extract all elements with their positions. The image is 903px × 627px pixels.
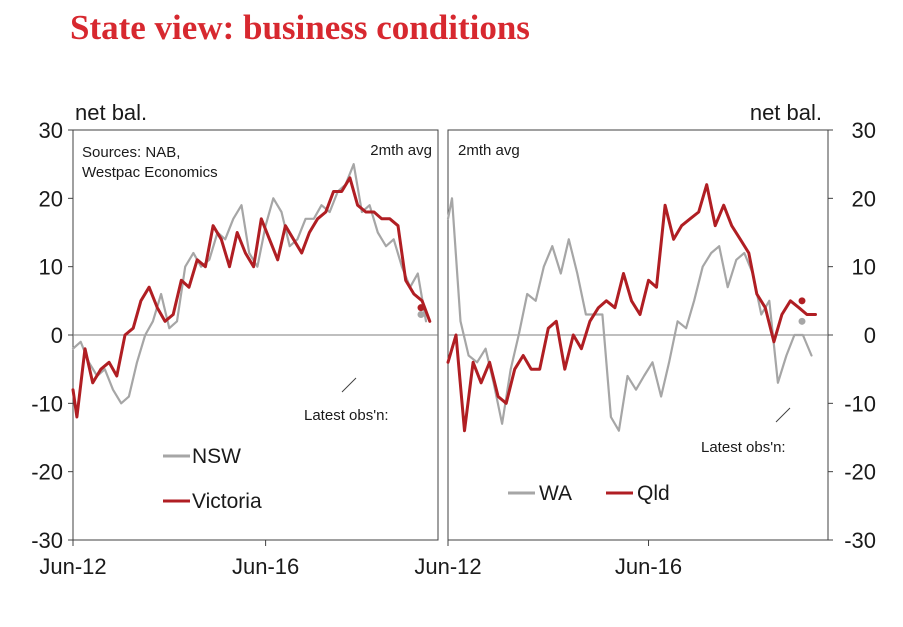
legend-nsw-label: NSW bbox=[192, 445, 241, 468]
left-latest-pointer bbox=[341, 377, 357, 393]
left-ytick-label: 30 bbox=[39, 118, 63, 143]
right-ytick-label: 30 bbox=[852, 118, 876, 143]
series-victoria-latest-dot bbox=[417, 304, 425, 312]
series-wa-line bbox=[446, 197, 813, 432]
left-ytick-label: -10 bbox=[31, 391, 63, 416]
left-xtick-label: Jun-16 bbox=[232, 554, 299, 579]
left-latest-label: Latest obs'n: bbox=[304, 407, 389, 424]
right-ytick-label: -30 bbox=[844, 528, 876, 553]
series-qld-latest-dot bbox=[798, 297, 806, 305]
series-wa-latest-dot bbox=[798, 317, 806, 325]
right-ytick-label: -10 bbox=[844, 391, 876, 416]
right-ytick-label: 0 bbox=[864, 323, 876, 348]
series-victoria-line bbox=[71, 176, 432, 419]
left-ytick-label: -30 bbox=[31, 528, 63, 553]
right-latest-pointer bbox=[775, 407, 791, 423]
right-avg-note: 2mth avg bbox=[458, 142, 520, 159]
left-ytick-label: 20 bbox=[39, 186, 63, 211]
right-unit-label: net bal. bbox=[750, 100, 822, 125]
right-ytick-label: 20 bbox=[852, 186, 876, 211]
series-nsw-line bbox=[71, 163, 428, 405]
right-xtick-label: Jun-16 bbox=[615, 554, 682, 579]
legend-victoria-label: Victoria bbox=[192, 490, 262, 513]
left-xtick-label: Jun-12 bbox=[39, 554, 106, 579]
left-ytick-label: -20 bbox=[31, 460, 63, 485]
source-note-line-1: Sources: NAB, bbox=[82, 144, 180, 161]
left-ytick-label: 0 bbox=[51, 323, 63, 348]
series-qld-line bbox=[446, 183, 817, 433]
right-xtick-label: Jun-12 bbox=[414, 554, 481, 579]
series-nsw-latest-dot bbox=[417, 311, 425, 318]
slide-title: State view: business conditions bbox=[70, 8, 530, 47]
left-avg-note: 2mth avg bbox=[370, 142, 432, 159]
left-unit-label: net bal. bbox=[75, 100, 147, 125]
source-note-line-2: Westpac Economics bbox=[82, 164, 218, 181]
legend-wa-label: WA bbox=[539, 482, 572, 505]
legend-qld-label: Qld bbox=[637, 482, 670, 505]
right-latest-label: Latest obs'n: bbox=[701, 439, 786, 456]
left-ytick-label: 10 bbox=[39, 255, 63, 280]
right-ytick-label: 10 bbox=[852, 255, 876, 280]
right-ytick-label: -20 bbox=[844, 460, 876, 485]
